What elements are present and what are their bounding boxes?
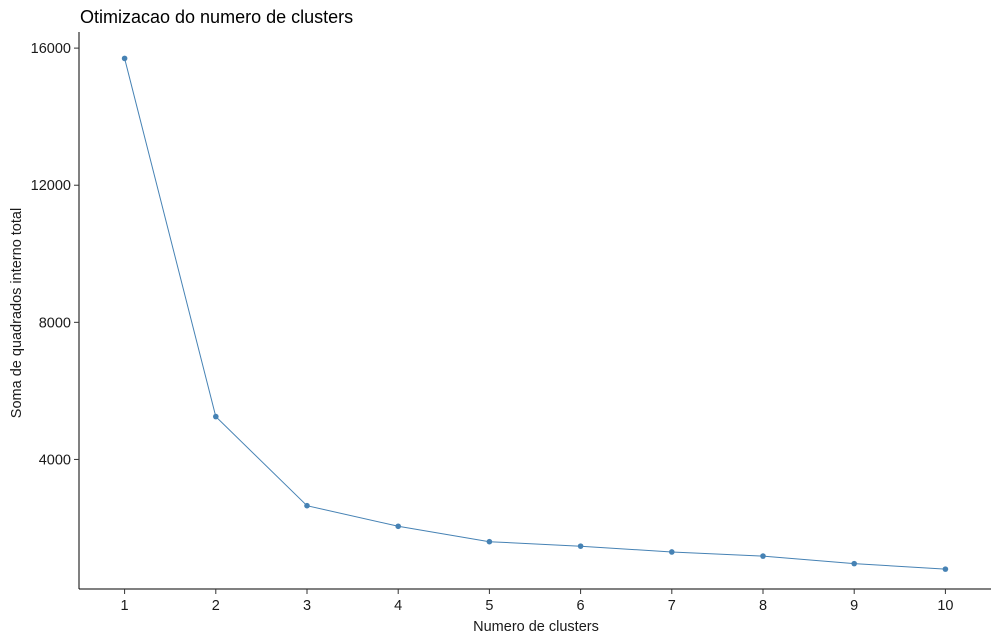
y-axis-ticks: 4000 8000 12000 16000 xyxy=(31,41,79,468)
data-point xyxy=(486,538,493,545)
data-point xyxy=(760,553,766,559)
x-tick-label: 4 xyxy=(394,598,402,614)
data-point xyxy=(577,543,584,549)
x-tick-label: 3 xyxy=(303,598,311,614)
x-tick-label: 7 xyxy=(668,598,676,614)
y-axis-label: Soma de quadrados interno total xyxy=(9,208,25,418)
data-point xyxy=(942,566,949,572)
y-tick-label: 12000 xyxy=(31,178,71,194)
series-line xyxy=(124,58,946,570)
x-tick-label: 8 xyxy=(759,598,767,614)
data-point xyxy=(851,560,857,567)
x-tick-label: 9 xyxy=(850,598,858,614)
x-axis-label: Numero de clusters xyxy=(473,619,599,635)
series-group xyxy=(121,55,949,572)
data-point xyxy=(213,413,219,420)
chart-title: Otimizacao do numero de clusters xyxy=(80,7,353,27)
y-tick-label: 8000 xyxy=(39,315,71,331)
x-tick-label: 5 xyxy=(485,598,493,614)
data-point xyxy=(121,55,128,62)
x-axis-ticks: 1 2 3 4 5 6 7 8 9 10 xyxy=(121,589,953,614)
data-point xyxy=(669,549,675,555)
data-point xyxy=(304,502,310,509)
x-tick-label: 10 xyxy=(937,598,953,614)
data-point xyxy=(395,523,402,530)
y-tick-label: 4000 xyxy=(39,452,71,468)
x-tick-label: 1 xyxy=(121,598,129,614)
plot-area: 4000 8000 12000 16000 1 2 3 4 5 6 7 8 9 10 xyxy=(31,32,991,614)
x-tick-label: 2 xyxy=(212,598,220,614)
x-tick-label: 6 xyxy=(577,598,585,614)
y-tick-label: 16000 xyxy=(31,41,71,57)
